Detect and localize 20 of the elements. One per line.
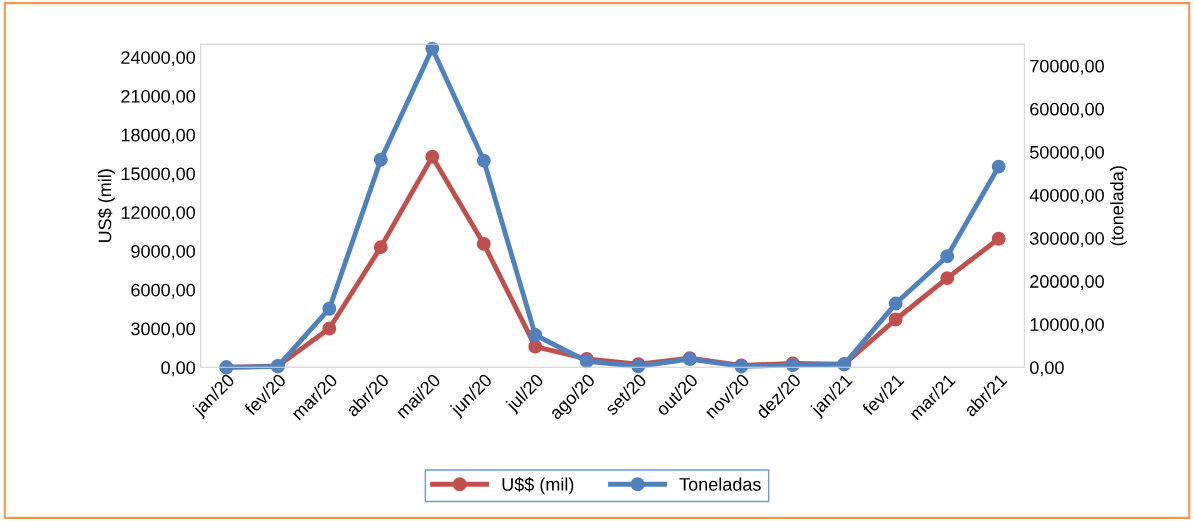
y-tick-label: 9000,00 (131, 244, 196, 260)
y2-tick-label: 70000,00 (1030, 59, 1104, 75)
y2-axis-title: (tonelada) (1110, 166, 1127, 246)
legend-label: Toneladas (679, 477, 761, 491)
y-tick-label: 15000,00 (121, 167, 196, 183)
y2-tick-label: 20000,00 (1030, 275, 1104, 291)
y-tick-label: 21000,00 (121, 89, 196, 105)
y-tick-label: 12000,00 (121, 206, 196, 222)
y2-tick-label: 60000,00 (1030, 102, 1104, 118)
y2-tick-label: 40000,00 (1029, 188, 1104, 204)
y2-tick-label: 30000,00 (1030, 232, 1104, 247)
legend-label: U$$ (mil) (502, 477, 574, 495)
y2-tick-label: 50000,00 (1030, 145, 1104, 161)
y-tick-label: 24000,00 (121, 51, 196, 67)
y-tick-label: 3000,00 (131, 322, 196, 338)
y2-tick-label: 0,00 (1030, 361, 1064, 377)
y-axis-title: US$ (mil) (97, 169, 115, 243)
y-tick-label: 18000,00 (121, 128, 196, 144)
y-tick-label: 6000,00 (131, 283, 196, 299)
y2-tick-label: 10000,00 (1030, 318, 1104, 334)
